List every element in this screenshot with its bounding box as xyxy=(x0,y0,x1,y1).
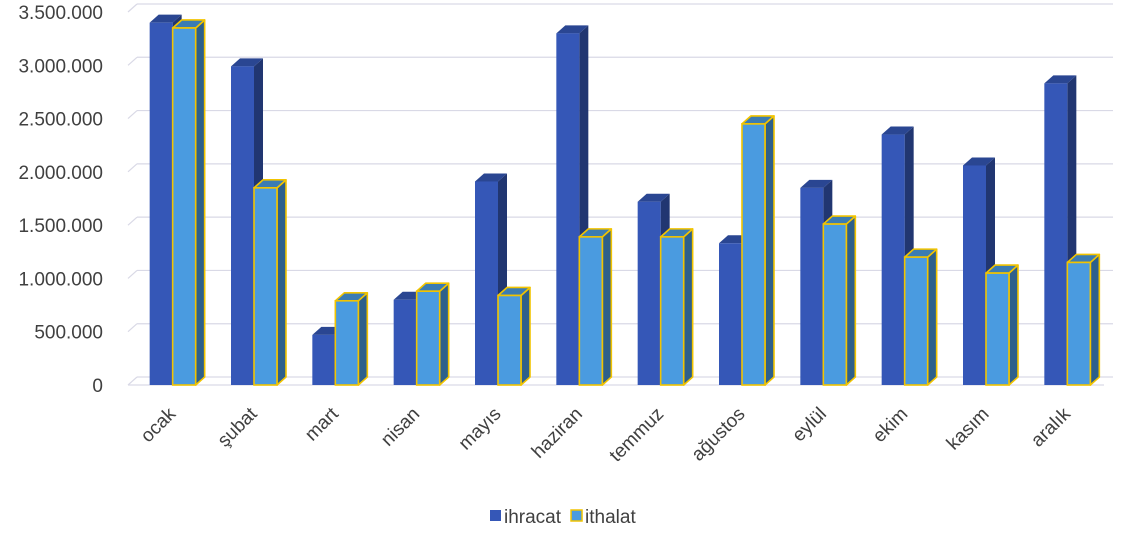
legend-label-ithalat: ithalat xyxy=(585,507,636,528)
bar-ithalat-temmuz xyxy=(659,228,694,386)
x-tick-label: şubat xyxy=(214,403,262,451)
y-axis: 0 500.000 1.000.000 1.500.000 2.000.000 2.500… xyxy=(18,3,103,397)
bar-top xyxy=(1044,75,1077,84)
bar-front xyxy=(415,290,441,386)
gridline-depth xyxy=(127,3,138,13)
bar-ithalat-ekim xyxy=(903,248,938,386)
bar-front xyxy=(903,256,929,386)
y-tick-label: 3.000.000 xyxy=(18,56,103,77)
x-tick-label: temmuz xyxy=(606,404,669,467)
bar-front xyxy=(719,243,742,385)
x-tick-label: haziran xyxy=(528,404,587,463)
bar-series xyxy=(149,14,1101,386)
bar-front xyxy=(963,165,986,385)
x-tick-label: mart xyxy=(301,403,343,445)
x-tick-label: nisan xyxy=(377,404,424,451)
bar-ithalat-ocak xyxy=(171,19,206,386)
x-tick-label: ocak xyxy=(137,403,181,447)
bar-side xyxy=(926,248,938,386)
bar-front xyxy=(985,272,1010,386)
x-tick-label: kasım xyxy=(943,404,994,455)
gridline-depth xyxy=(127,110,138,120)
y-tick-label: 0 xyxy=(92,376,103,397)
bar-front xyxy=(393,299,417,385)
x-axis: ocak şubat mart nisan mayıs haziran temmuz ağus… xyxy=(137,403,1075,466)
bar-front xyxy=(497,294,522,386)
bar-top xyxy=(881,126,914,135)
bar-side xyxy=(1089,253,1101,386)
bar-front xyxy=(881,134,905,385)
bar-front xyxy=(822,223,848,386)
bar-top xyxy=(963,157,995,166)
x-tick-label: ağustos xyxy=(688,404,750,466)
y-tick-label: 2.000.000 xyxy=(18,163,103,184)
legend-label-ihracat: ihracat xyxy=(504,507,562,528)
bar-front xyxy=(1044,83,1068,385)
bar-top xyxy=(475,173,507,182)
bar-side xyxy=(1008,264,1019,386)
x-tick-label: eylül xyxy=(788,404,830,446)
bar-side xyxy=(682,228,694,386)
legend-swatch-ihracat xyxy=(490,510,501,521)
bar-ithalat-haziran xyxy=(578,228,613,386)
bar-ithalat-ağustos xyxy=(741,115,775,386)
bar-front xyxy=(231,66,254,385)
bar-top xyxy=(800,179,833,188)
bar-front xyxy=(637,201,661,385)
bar-side xyxy=(357,292,369,386)
bar-front xyxy=(253,187,278,386)
bar-top xyxy=(231,58,263,67)
bar-ithalat-mart xyxy=(334,292,369,386)
bar-side xyxy=(194,19,206,386)
bar-front xyxy=(334,300,360,386)
bar-top xyxy=(556,25,589,34)
gridline-depth xyxy=(127,163,138,173)
bar-side xyxy=(601,228,613,386)
y-tick-label: 500.000 xyxy=(34,323,103,344)
bar-side xyxy=(520,286,531,386)
y-tick-label: 1.000.000 xyxy=(18,269,103,290)
bar-front xyxy=(578,236,604,386)
bar-front xyxy=(171,27,197,386)
bar-side xyxy=(276,179,287,386)
gridlines xyxy=(127,3,1113,386)
legend: ihracat ithalat xyxy=(490,507,636,528)
gridline-depth xyxy=(127,56,138,66)
x-tick-label: ekim xyxy=(869,404,912,447)
gridline-depth xyxy=(127,269,138,279)
x-tick-label: mayıs xyxy=(455,404,506,455)
y-tick-label: 1.500.000 xyxy=(18,216,103,237)
gridline-depth xyxy=(127,216,138,226)
bar-side xyxy=(764,115,775,386)
bar-ithalat-aralık xyxy=(1066,253,1101,386)
bar-side xyxy=(438,282,450,386)
bar-ithalat-kasım xyxy=(985,264,1019,386)
legend-swatch-ithalat xyxy=(570,509,583,522)
x-tick-label: aralık xyxy=(1027,403,1075,451)
bar-front xyxy=(1066,261,1092,386)
bar-front xyxy=(312,334,336,385)
bar-front xyxy=(556,33,580,386)
bar-top xyxy=(637,193,670,202)
bar-side xyxy=(845,215,857,386)
gridline-depth xyxy=(127,376,138,386)
bar-front xyxy=(741,123,766,386)
bar-front xyxy=(800,187,824,385)
bar-ithalat-mayıs xyxy=(497,286,531,386)
bar-front xyxy=(149,22,173,386)
bar-ithalat-nisan xyxy=(415,282,450,386)
bar-front xyxy=(475,181,498,385)
bar-top xyxy=(149,14,182,23)
bar-ithalat-şubat xyxy=(253,179,287,386)
gridline-depth xyxy=(127,323,138,333)
bar-ithalat-eylül xyxy=(822,215,857,386)
bar-front xyxy=(659,236,685,386)
y-tick-label: 3.500.000 xyxy=(18,3,103,24)
y-tick-label: 2.500.000 xyxy=(18,110,103,131)
